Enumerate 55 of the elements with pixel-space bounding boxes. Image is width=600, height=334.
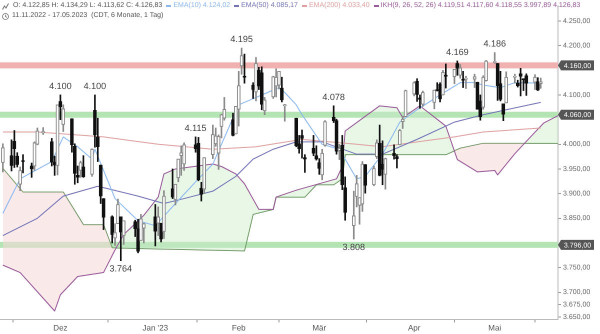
candlestick <box>398 129 402 146</box>
candlestick <box>492 52 497 64</box>
candlestick <box>78 160 82 178</box>
candlestick <box>90 148 94 177</box>
candlestick <box>502 104 506 121</box>
candlestick <box>170 168 174 199</box>
x-tick-label: Apr <box>408 323 421 332</box>
x-tick-label: Mär <box>312 323 326 332</box>
candlestick <box>242 54 246 84</box>
candlestick <box>372 166 376 186</box>
annotation: 4.100 <box>49 80 72 91</box>
candlestick <box>56 104 60 176</box>
candlestick <box>280 76 284 102</box>
candlestick <box>21 154 25 174</box>
candlestick <box>118 216 123 262</box>
x-tick-label: Dez <box>53 323 68 332</box>
candlestick <box>18 166 22 191</box>
annotation: 4.195 <box>230 34 253 44</box>
candlestick <box>384 158 388 190</box>
annotation: 4.100 <box>84 80 106 91</box>
candlestick <box>139 214 143 241</box>
annotation: 3.808 <box>342 242 366 252</box>
candlestick <box>102 198 106 230</box>
annotation: 4.078 <box>322 92 345 102</box>
x-tick-label: Mai <box>488 323 502 332</box>
x-tick-label: Jan '23 <box>142 323 169 332</box>
candlestick <box>533 74 537 90</box>
candlestick <box>274 68 278 98</box>
candlestick <box>12 130 16 168</box>
candlestick <box>458 64 462 79</box>
annotation: 4.186 <box>483 38 506 49</box>
candlestick <box>1 143 5 172</box>
annotation: 3.764 <box>110 264 132 274</box>
candlestick <box>122 220 126 245</box>
annotation: 4.115 <box>184 122 207 133</box>
candlestick <box>162 190 166 239</box>
candlestick <box>452 69 456 84</box>
candlestick <box>464 76 468 89</box>
annotation: 4.169 <box>446 46 469 57</box>
candlestick <box>61 104 66 132</box>
candlestick <box>323 120 327 147</box>
candlestick <box>496 63 500 101</box>
candlestick <box>441 70 445 96</box>
x-tick-label: Feb <box>232 323 246 332</box>
candlestick <box>363 164 368 194</box>
candlestick <box>262 97 266 116</box>
candlestick <box>260 66 264 110</box>
candlestick <box>30 162 34 178</box>
candlestick <box>211 124 215 159</box>
candlestick <box>432 90 436 110</box>
candlestick <box>420 90 425 107</box>
candlestick <box>110 215 114 244</box>
candlestick <box>196 137 200 182</box>
candlestick <box>174 184 178 206</box>
candlestick <box>202 157 206 194</box>
